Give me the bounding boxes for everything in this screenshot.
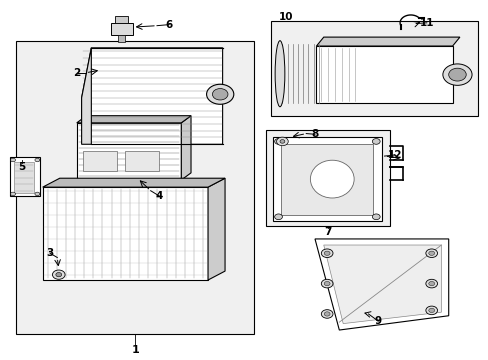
Circle shape xyxy=(276,137,287,146)
Bar xyxy=(271,21,477,116)
Circle shape xyxy=(425,279,437,288)
Text: 1: 1 xyxy=(131,345,139,355)
Circle shape xyxy=(372,139,379,144)
Polygon shape xyxy=(181,116,191,180)
Bar xyxy=(125,152,159,171)
Circle shape xyxy=(425,249,437,257)
Polygon shape xyxy=(81,48,91,144)
Circle shape xyxy=(11,158,16,162)
Bar xyxy=(118,35,125,42)
Circle shape xyxy=(324,251,329,255)
Polygon shape xyxy=(77,116,191,123)
Text: 6: 6 xyxy=(165,19,172,30)
Circle shape xyxy=(212,89,227,100)
Text: 9: 9 xyxy=(374,316,381,326)
Circle shape xyxy=(321,310,332,318)
Text: 2: 2 xyxy=(73,68,80,78)
Bar xyxy=(266,130,389,226)
Circle shape xyxy=(274,139,282,144)
Polygon shape xyxy=(316,37,459,46)
Text: 3: 3 xyxy=(46,248,54,258)
Bar xyxy=(16,41,254,334)
Circle shape xyxy=(11,192,16,196)
Polygon shape xyxy=(81,48,222,144)
Bar xyxy=(83,152,117,171)
Polygon shape xyxy=(207,178,224,280)
Circle shape xyxy=(324,282,329,286)
Text: 11: 11 xyxy=(419,18,433,28)
Circle shape xyxy=(324,312,329,316)
Bar xyxy=(14,162,34,193)
Circle shape xyxy=(321,249,332,257)
Circle shape xyxy=(428,282,434,286)
Bar xyxy=(77,123,181,180)
Text: 12: 12 xyxy=(387,150,402,160)
Text: 4: 4 xyxy=(155,191,163,201)
Circle shape xyxy=(372,214,379,220)
Circle shape xyxy=(428,251,434,255)
Circle shape xyxy=(280,140,285,143)
Polygon shape xyxy=(42,178,224,187)
Circle shape xyxy=(448,68,465,81)
Circle shape xyxy=(442,64,471,85)
Bar xyxy=(316,46,452,103)
Bar xyxy=(111,23,132,35)
Polygon shape xyxy=(323,245,441,324)
Ellipse shape xyxy=(275,41,285,107)
Bar xyxy=(272,137,381,221)
Circle shape xyxy=(56,273,61,277)
Polygon shape xyxy=(42,187,207,280)
Text: 8: 8 xyxy=(311,129,318,139)
Circle shape xyxy=(52,270,65,279)
Circle shape xyxy=(321,279,332,288)
Circle shape xyxy=(274,214,282,220)
Circle shape xyxy=(428,308,434,312)
Polygon shape xyxy=(314,239,448,330)
Circle shape xyxy=(35,192,40,196)
Bar xyxy=(281,144,372,215)
Bar xyxy=(10,157,40,196)
Circle shape xyxy=(206,84,233,104)
Circle shape xyxy=(425,306,437,315)
Circle shape xyxy=(35,158,40,162)
Text: 5: 5 xyxy=(18,162,25,172)
Bar xyxy=(115,17,128,23)
Text: 10: 10 xyxy=(278,13,292,22)
Ellipse shape xyxy=(310,160,353,198)
Text: 7: 7 xyxy=(324,227,331,237)
